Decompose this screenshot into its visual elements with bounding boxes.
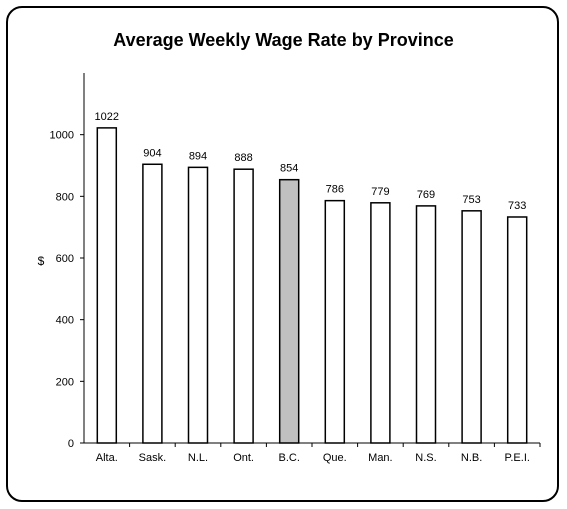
x-tick-label: Que.: [323, 452, 347, 464]
x-tick-label: B.C.: [278, 452, 299, 464]
bar-value-label: 769: [417, 189, 435, 201]
bar-value-label: 894: [189, 150, 207, 162]
y-ticks: 0 200 400 600 800 1000: [50, 130, 84, 450]
bar: [415, 205, 437, 444]
bar: [461, 210, 482, 444]
y-tick-label: 600: [56, 253, 74, 265]
bar: [96, 127, 118, 444]
bar-value-label: 854: [280, 163, 298, 175]
y-tick-label: 1000: [50, 130, 74, 142]
y-tick-label: 0: [68, 438, 74, 450]
bar: [370, 202, 391, 444]
bar-value-label: 1022: [95, 111, 119, 123]
bar: [187, 166, 209, 444]
bar: [278, 178, 300, 444]
bar-value-label: 904: [143, 147, 161, 159]
chart-title: Average Weekly Wage Rate by Province: [113, 30, 454, 50]
x-tick-label: Sask.: [139, 452, 167, 464]
x-tick-label: Ont.: [233, 452, 254, 464]
bar: [142, 163, 163, 444]
bar-value-label: 753: [462, 194, 480, 206]
y-axis-label: $: [38, 254, 45, 268]
x-tick-label: N.S.: [415, 452, 436, 464]
y-tick-label: 400: [56, 315, 74, 327]
bar-value-label: 888: [234, 152, 252, 164]
x-tick-label: Man.: [368, 452, 392, 464]
bar: [506, 216, 528, 444]
x-tick-label: P.E.I.: [504, 452, 529, 464]
x-tick-label: Alta.: [96, 452, 118, 464]
bar-value-label: 733: [508, 200, 526, 212]
bar: [324, 199, 346, 444]
y-tick-label: 200: [56, 376, 74, 388]
bar-value-label: 779: [371, 186, 389, 198]
y-tick-label: 800: [56, 191, 74, 203]
bar: [233, 168, 254, 444]
bars: 1022 Alta. 904 Sask. 894 N.L. 888 Ont. 854 B.C. 78…: [95, 111, 541, 464]
x-tick-label: N.L.: [188, 452, 208, 464]
bar-value-label: 786: [326, 184, 344, 196]
x-tick-label: N.B.: [461, 452, 482, 464]
